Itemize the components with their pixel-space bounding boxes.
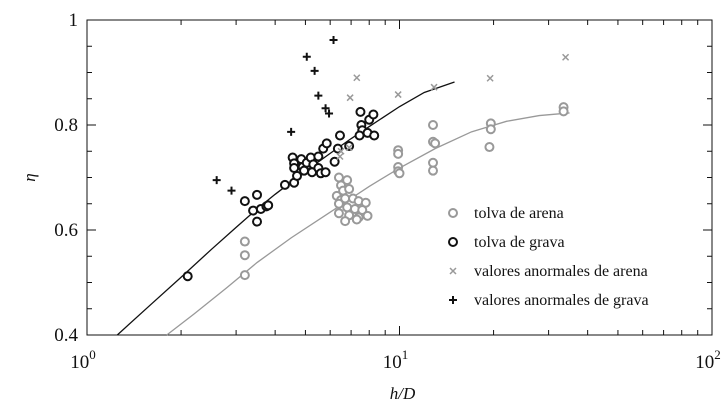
legend-marker <box>449 267 457 275</box>
legend-label: tolva de grava <box>474 234 565 251</box>
data-point <box>393 148 404 159</box>
legend-marker <box>448 208 458 218</box>
legend-label: tolva de arena <box>474 205 564 222</box>
data-point <box>430 83 438 91</box>
x-axis-label: h/D <box>390 384 416 403</box>
data-point <box>394 91 402 99</box>
data-point <box>345 144 353 152</box>
data-point <box>430 138 441 149</box>
data-point <box>310 66 319 75</box>
data-point <box>394 168 405 179</box>
ticks: 100 101 102 0.4 0.6 0.8 1 <box>54 10 721 373</box>
data-point <box>182 271 193 282</box>
data-point <box>344 141 355 151</box>
data-point <box>558 106 569 117</box>
series-1 <box>239 102 569 281</box>
data-point <box>239 270 250 281</box>
data-point <box>252 216 263 227</box>
data-point <box>333 198 344 209</box>
data-point <box>239 250 250 261</box>
legend-item: tolva de grava <box>448 234 565 251</box>
data-point <box>428 120 439 130</box>
data-point <box>289 163 300 174</box>
fit-line-2 <box>166 112 570 336</box>
data-point <box>333 208 344 219</box>
data-point <box>369 130 380 141</box>
data-point <box>340 216 351 227</box>
legend-marker <box>449 296 457 304</box>
data-point <box>334 130 345 141</box>
legend-label: valores anormales de grava <box>474 292 649 309</box>
data-point <box>227 186 236 195</box>
legend-item: valores anormales de grava <box>449 292 649 309</box>
data-point <box>263 200 274 211</box>
y-tick-label: 1 <box>69 10 79 31</box>
data-point <box>329 35 338 44</box>
legend-item: valores anormales de arena <box>449 263 648 280</box>
data-point <box>353 74 361 82</box>
data-point <box>239 236 250 247</box>
legend: tolva de arena tolva de grava valores anor… <box>448 205 649 309</box>
y-axis-label: η <box>20 173 39 181</box>
data-point <box>248 205 259 216</box>
data-point <box>314 91 323 100</box>
data-point <box>336 152 344 161</box>
data-marks <box>182 35 570 282</box>
data-point <box>428 165 439 176</box>
data-point <box>486 74 494 82</box>
data-point <box>346 94 354 102</box>
data-point <box>342 175 353 186</box>
x-tick-label: 101 <box>383 347 409 373</box>
series-3 <box>336 53 570 161</box>
data-point <box>368 109 379 120</box>
data-point <box>252 189 263 200</box>
data-point <box>320 167 331 178</box>
data-point <box>342 202 353 213</box>
data-point <box>212 176 221 185</box>
legend-marker <box>448 237 458 247</box>
data-point <box>279 179 290 190</box>
y-tick-label: 0.6 <box>54 220 78 241</box>
data-point <box>292 170 303 181</box>
series-4 <box>212 35 338 195</box>
y-tick-label: 0.8 <box>54 115 78 136</box>
y-tick-label: 0.4 <box>54 325 78 346</box>
data-point <box>337 147 345 155</box>
x-tick-label: 100 <box>70 347 96 373</box>
data-point <box>428 157 439 168</box>
data-point <box>239 196 250 207</box>
fit-line-1 <box>116 81 455 336</box>
data-point <box>355 106 366 117</box>
data-point <box>362 210 373 221</box>
legend-label: valores anormales de arena <box>474 263 648 280</box>
data-point <box>354 130 365 141</box>
data-point <box>351 214 362 225</box>
data-point <box>287 127 296 136</box>
series-2 <box>182 106 380 282</box>
data-point <box>329 156 340 167</box>
data-point <box>485 124 496 135</box>
data-point <box>302 52 311 61</box>
data-point <box>562 53 570 61</box>
data-point <box>325 109 334 118</box>
data-point <box>344 184 355 195</box>
data-point <box>484 142 495 153</box>
x-tick-label: 102 <box>695 347 721 373</box>
legend-item: tolva de arena <box>448 205 564 222</box>
data-point <box>321 104 330 113</box>
data-point <box>333 172 344 183</box>
data-point <box>321 138 332 149</box>
data-point <box>313 151 324 162</box>
